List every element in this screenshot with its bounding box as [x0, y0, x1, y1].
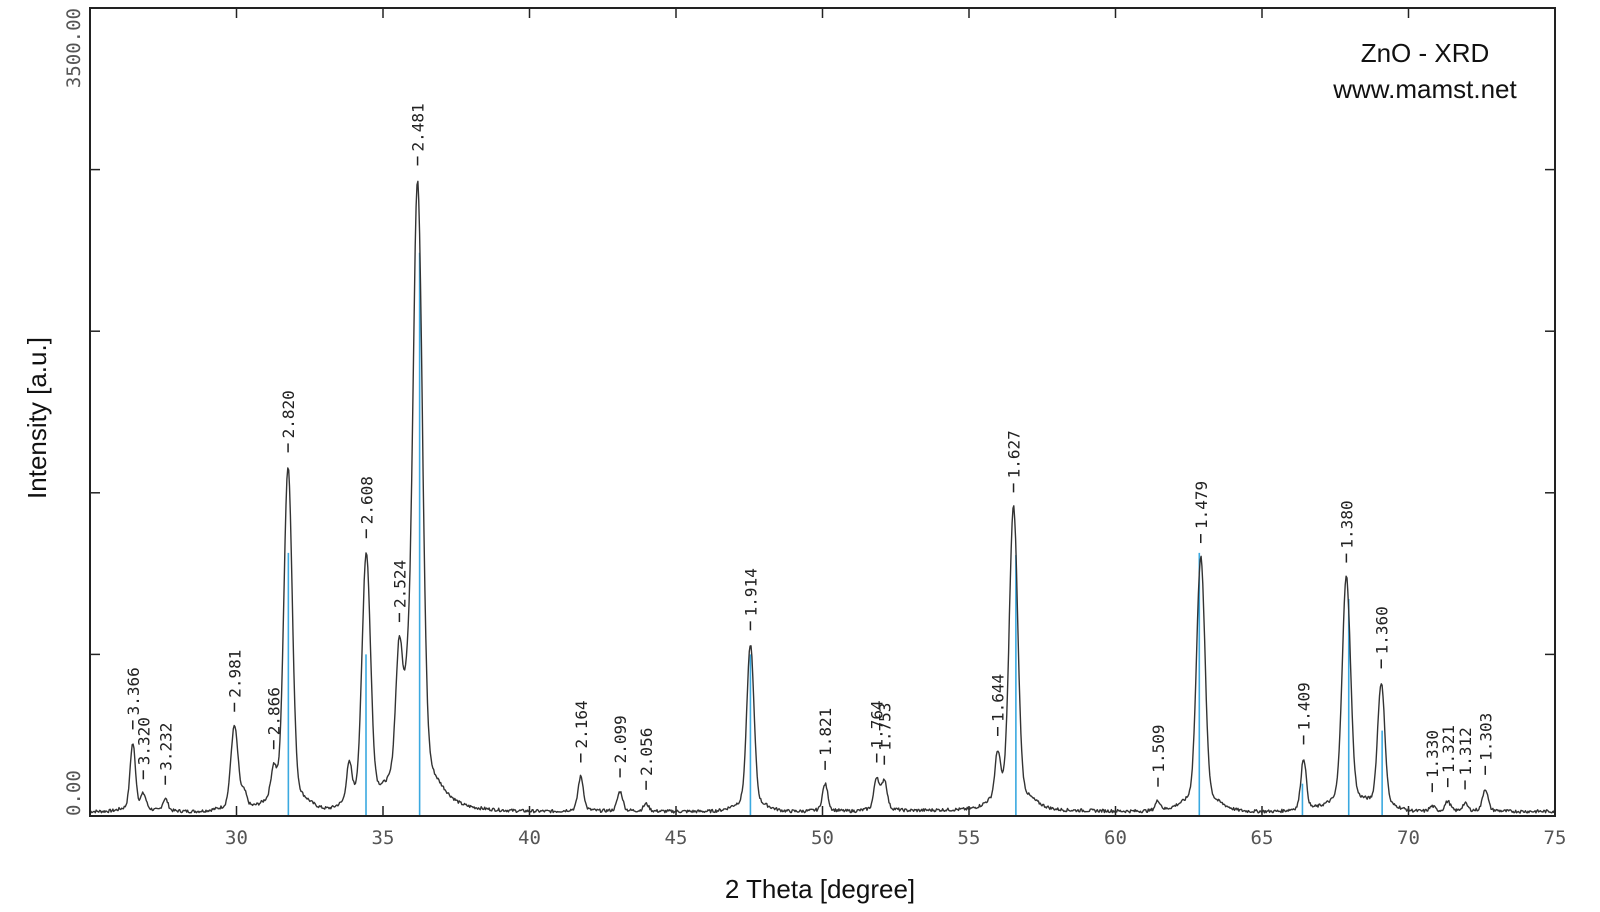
peak-label: 1.312 — [1456, 727, 1475, 775]
x-tick-label: 35 — [372, 827, 395, 849]
peak-label: 2.981 — [225, 650, 244, 698]
peak-label: 1.914 — [741, 568, 760, 616]
peak-label: 1.753 — [875, 703, 894, 751]
peak-label: 2.866 — [265, 687, 284, 735]
peak-label: 1.821 — [816, 708, 835, 756]
plot-frame — [89, 7, 1556, 817]
xrd-trace — [89, 180, 1556, 814]
peak-label: 1.627 — [1005, 430, 1024, 478]
peak-labels: 3.366 3.320 3.232 2.981 2.866 2.820 2.608 2.524… — [124, 103, 1495, 793]
peak-label: 2.481 — [409, 103, 428, 151]
y-tick-label: 0.00 — [63, 770, 85, 816]
peak-label: 1.644 — [989, 674, 1008, 722]
x-tick-label: 65 — [1251, 827, 1274, 849]
x-tick-label: 60 — [1104, 827, 1127, 849]
x-tick-label: 40 — [518, 827, 541, 849]
peak-label: 2.608 — [357, 476, 376, 524]
peak-label: 2.099 — [611, 715, 630, 763]
peak-label: 3.232 — [156, 723, 175, 771]
x-tick-label: 45 — [665, 827, 688, 849]
peak-label: 1.321 — [1439, 725, 1458, 773]
peak-label: 1.509 — [1149, 725, 1168, 773]
peak-label: 2.524 — [390, 560, 409, 608]
y-axis-label: Intensity [a.u.] — [22, 337, 52, 499]
x-tick-labels: 30 35 40 45 50 55 60 65 70 75 — [225, 827, 1566, 849]
peak-label: 2.164 — [572, 700, 591, 748]
peak-label: 1.479 — [1192, 481, 1211, 529]
reference-lines — [287, 252, 1383, 816]
y-tick-labels: 0.00 3500.00 — [63, 8, 85, 816]
peak-label: 1.764 — [868, 700, 887, 748]
peak-label: 1.303 — [1476, 713, 1495, 761]
x-tick-label: 30 — [225, 827, 248, 849]
peak-label: 2.820 — [279, 390, 298, 438]
chart-title: ZnO - XRD — [1361, 38, 1490, 68]
chart-source: www.mamst.net — [1332, 74, 1517, 104]
peak-label: 1.360 — [1372, 606, 1391, 654]
x-tick-label: 50 — [811, 827, 834, 849]
peak-label: 1.380 — [1337, 500, 1356, 548]
x-tick-label: 55 — [958, 827, 981, 849]
x-axis-label: 2 Theta [degree] — [725, 874, 915, 904]
peak-label: 2.056 — [637, 728, 656, 776]
x-tick-label: 70 — [1397, 827, 1420, 849]
peak-label: 3.320 — [134, 717, 153, 765]
y-tick-label: 3500.00 — [63, 8, 85, 88]
peak-label: 1.409 — [1295, 682, 1314, 730]
axis-ticks — [90, 7, 1556, 817]
peak-label: 3.366 — [124, 667, 143, 715]
peak-label: 1.330 — [1423, 730, 1442, 778]
x-tick-label: 75 — [1544, 827, 1567, 849]
